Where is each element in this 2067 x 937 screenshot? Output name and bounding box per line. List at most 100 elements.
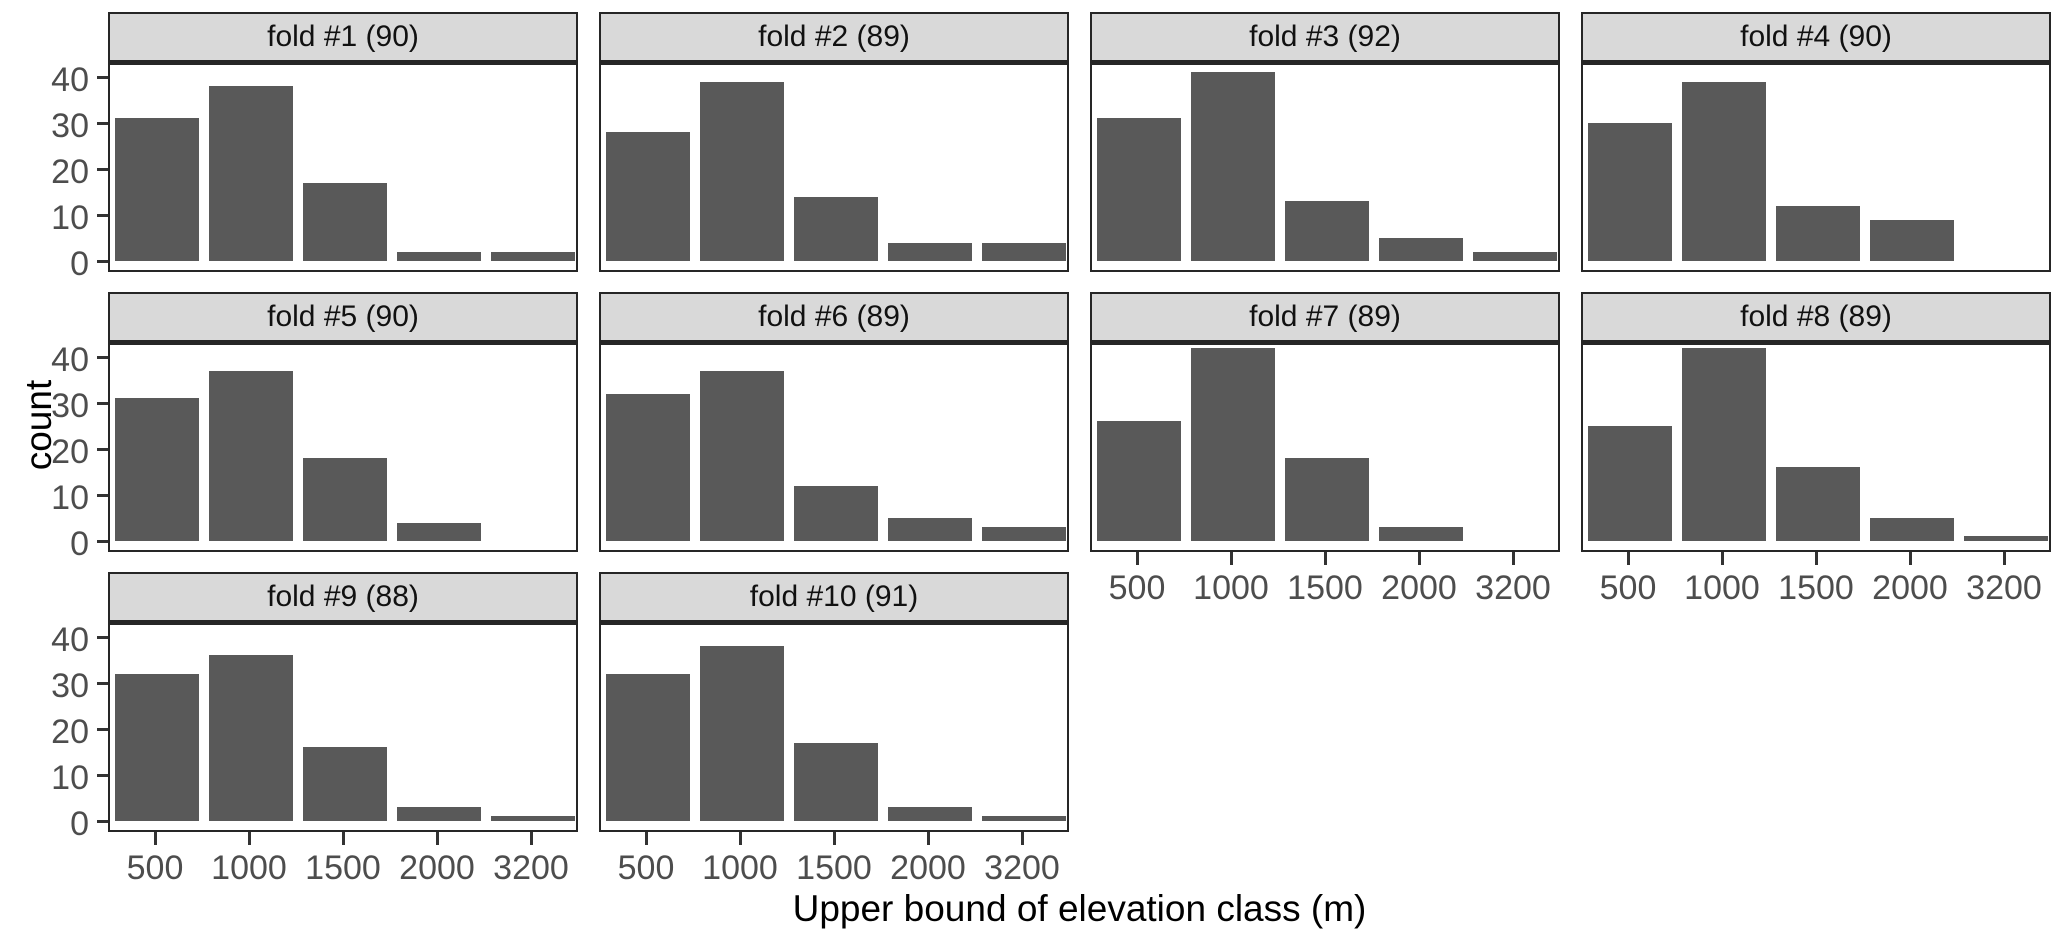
bar [396, 522, 482, 541]
x-axis-tick [2002, 552, 2006, 565]
facet-strip-title: fold #4 (90) [1581, 12, 2051, 62]
plot-area [1581, 62, 2051, 272]
bar [793, 196, 879, 261]
x-axis-tick-label: 500 [1108, 569, 1166, 607]
bar [1681, 81, 1767, 261]
bar [1681, 347, 1767, 541]
bar [1190, 72, 1276, 261]
bar [208, 370, 294, 541]
x-axis-tick-label: 3200 [1966, 569, 2042, 607]
y-axis-tick-label: 10 [51, 479, 89, 517]
y-axis-tick [97, 682, 108, 685]
x-axis-tick [738, 832, 742, 845]
x-axis-tick-label: 500 [1599, 569, 1657, 607]
bar [699, 370, 785, 541]
x-axis-tick [926, 832, 930, 845]
x-axis-tick [1417, 552, 1421, 565]
plot-area [108, 62, 578, 272]
bar [699, 81, 785, 261]
facet-strip-title: fold #10 (91) [599, 572, 1069, 622]
bar [208, 86, 294, 261]
bar [302, 747, 388, 821]
facet-panel: fold #8 (89) 500 1000 1500 2000 3200 [1581, 292, 2051, 605]
y-axis-tick-label: 0 [70, 805, 89, 843]
bar [699, 646, 785, 821]
facet-panel: fold #9 (88) 0 10 20 30 40 500 1000 1500 2000 3200 [51, 572, 578, 885]
y-axis-title: count [18, 379, 59, 471]
bar [793, 742, 879, 821]
y-axis-tick-label: 20 [51, 713, 89, 751]
facet-strip-title: fold #8 (89) [1581, 292, 2051, 342]
bar [1096, 421, 1182, 541]
x-axis-tick [1020, 832, 1024, 845]
bar [1378, 238, 1464, 261]
y-axis-tick [97, 494, 108, 497]
y-axis-tick [97, 448, 108, 451]
bar [1284, 458, 1370, 541]
bar [981, 816, 1067, 821]
x-axis-tick-label: 2000 [1872, 569, 1948, 607]
bar [1096, 118, 1182, 261]
y-axis-tick [97, 820, 108, 823]
bar [1869, 518, 1955, 541]
bar [605, 393, 691, 541]
y-axis-tick-label: 40 [51, 61, 89, 99]
x-axis-tick-label: 2000 [890, 849, 966, 887]
x-axis-tick [1720, 552, 1724, 565]
x-axis-tick [644, 832, 648, 845]
y-axis-tick [97, 540, 108, 543]
bar [981, 527, 1067, 541]
y-axis-tick-label: 20 [51, 153, 89, 191]
facet-strip-title: fold #7 (89) [1090, 292, 1560, 342]
y-axis-tick [97, 356, 108, 359]
y-axis-tick-label: 30 [51, 387, 89, 425]
x-axis-tick-label: 1000 [702, 849, 778, 887]
y-axis-tick-label: 10 [51, 199, 89, 237]
bar [208, 655, 294, 821]
x-axis-tick [1814, 552, 1818, 565]
x-axis-tick [1626, 552, 1630, 565]
x-axis-tick-label: 2000 [1381, 569, 1457, 607]
facet-strip-title: fold #1 (90) [108, 12, 578, 62]
bar [490, 816, 576, 821]
y-axis-tick [97, 260, 108, 263]
facet-panel: fold #6 (89) [599, 292, 1069, 552]
bar [114, 118, 200, 261]
y-axis-tick-label: 40 [51, 341, 89, 379]
x-axis-tick-label: 1500 [305, 849, 381, 887]
bar [396, 807, 482, 821]
bar [793, 485, 879, 541]
y-axis-tick-label: 20 [51, 433, 89, 471]
bar [1472, 251, 1558, 261]
bar [887, 242, 973, 261]
bar [396, 251, 482, 261]
bar [887, 518, 973, 541]
x-axis-tick [1135, 552, 1139, 565]
facet-panel: fold #10 (91) 500 1000 1500 2000 3200 [599, 572, 1069, 885]
x-axis-tick-label: 1500 [1287, 569, 1363, 607]
plot-area [108, 342, 578, 552]
bar [1284, 201, 1370, 261]
plot-area [599, 62, 1069, 272]
x-axis-tick [341, 832, 345, 845]
x-axis-tick-label: 2000 [399, 849, 475, 887]
y-axis-tick [97, 728, 108, 731]
x-axis-tick-label: 3200 [984, 849, 1060, 887]
facet-panel: fold #1 (90) 0 10 20 30 40 [51, 12, 578, 281]
bar [1963, 536, 2049, 541]
facet-strip-title: fold #9 (88) [108, 572, 578, 622]
bar [302, 182, 388, 261]
y-axis-tick [97, 76, 108, 79]
bar [114, 398, 200, 541]
x-axis-tick-label: 1500 [1778, 569, 1854, 607]
facet-panel: fold #3 (92) [1090, 12, 1560, 272]
plot-area [1090, 342, 1560, 552]
y-axis-tick-label: 40 [51, 621, 89, 659]
facet-panel: fold #5 (90) 0 10 20 30 40 [51, 292, 578, 561]
bar [981, 242, 1067, 261]
x-axis-tick-label: 500 [617, 849, 675, 887]
x-axis-tick-label: 1000 [1684, 569, 1760, 607]
facet-strip-title: fold #6 (89) [599, 292, 1069, 342]
bar [490, 251, 576, 261]
